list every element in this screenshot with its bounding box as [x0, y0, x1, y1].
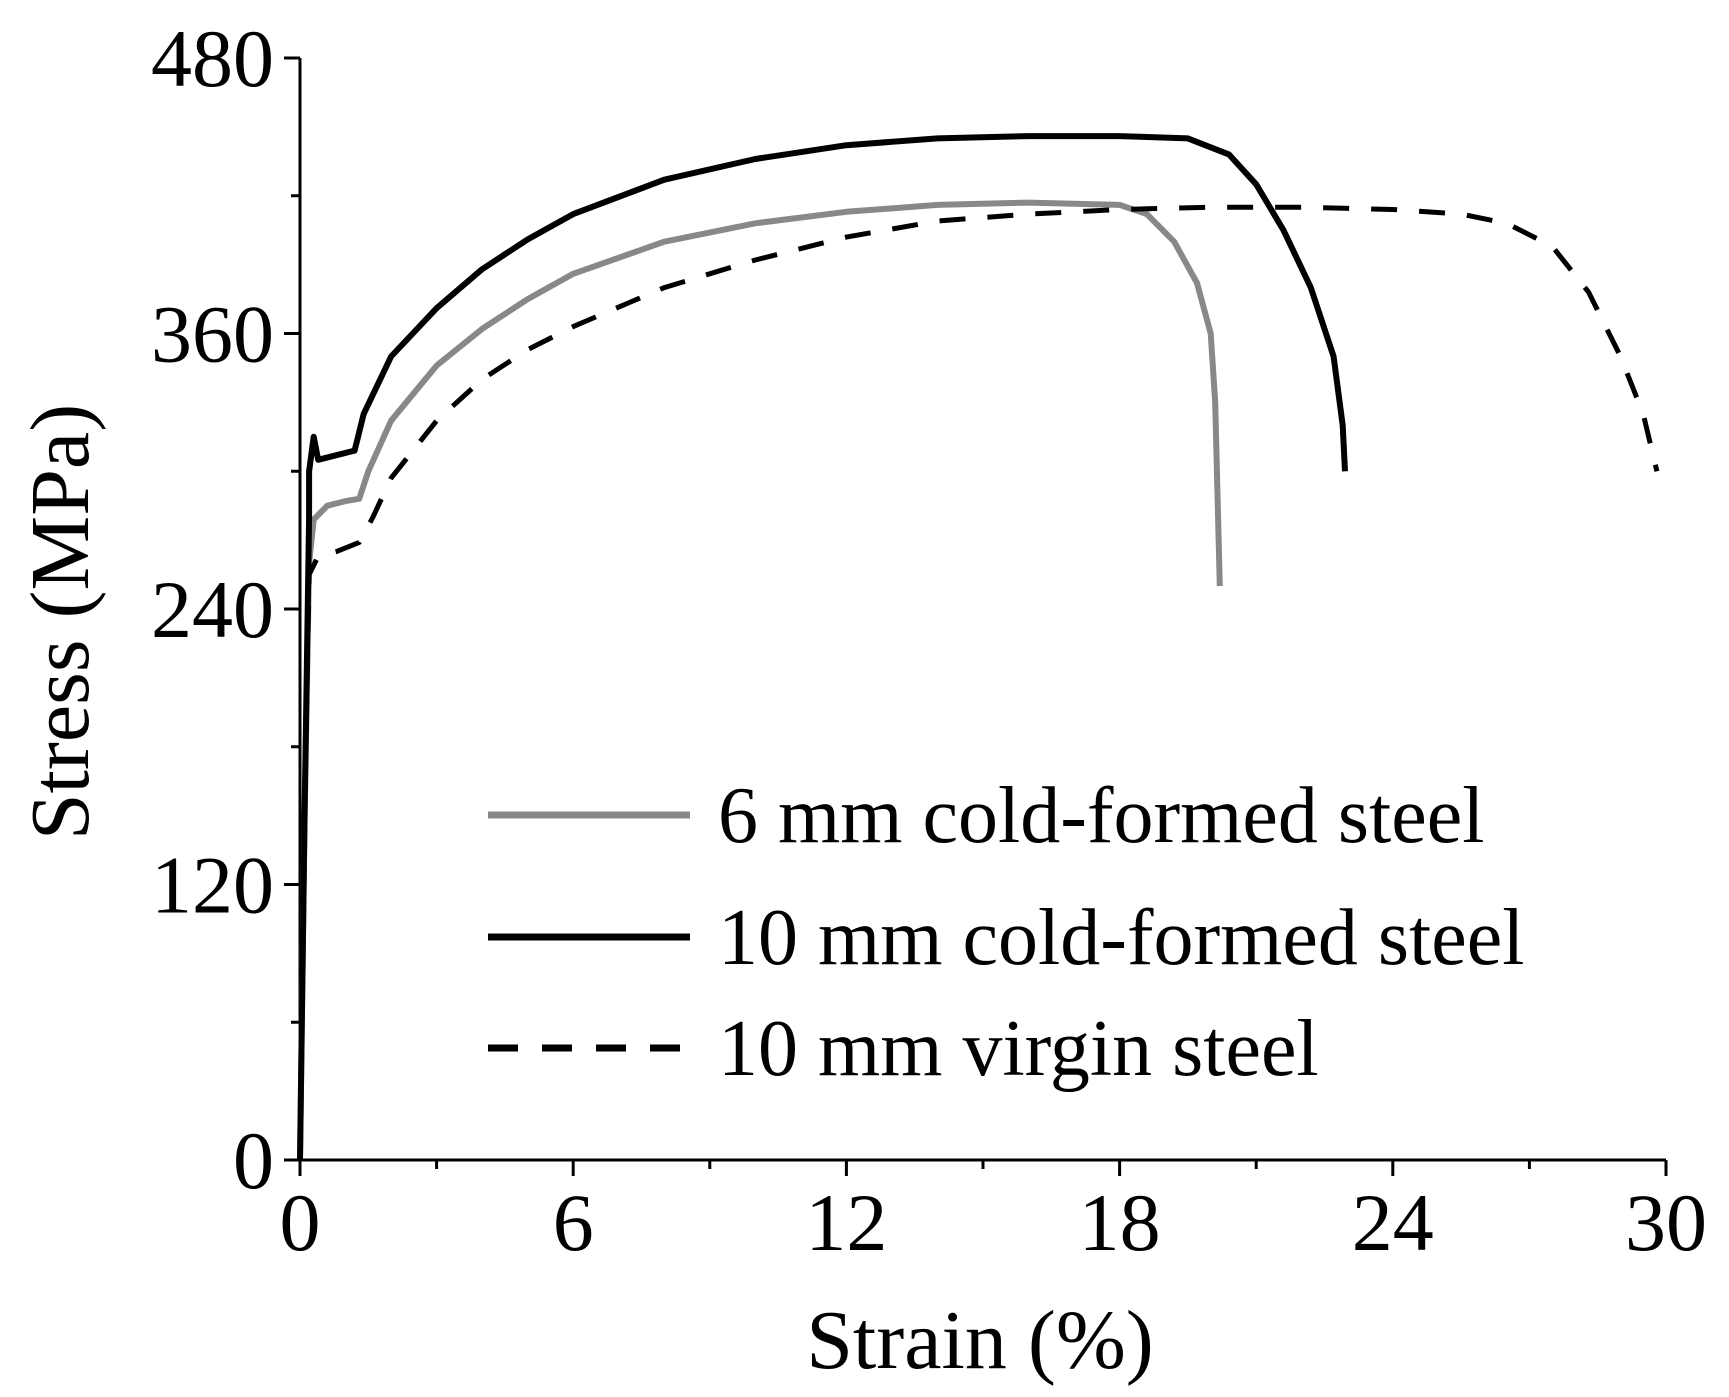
- y-axis-title: Stress (MPa): [14, 404, 107, 840]
- x-tick-label: 18: [1079, 1177, 1161, 1268]
- y-tick-label: 480: [151, 13, 274, 104]
- x-tick-label: 0: [280, 1177, 321, 1268]
- y-tick-label: 240: [151, 564, 274, 655]
- series-line-3: [297, 204, 1660, 1161]
- y-tick-label: 120: [151, 840, 274, 931]
- x-tick-label: 24: [1352, 1177, 1434, 1268]
- x-axis-title: Strain (%): [806, 1294, 1154, 1387]
- y-tick-label: 0: [233, 1115, 274, 1206]
- legend-label-2: 10 mm cold-formed steel: [718, 894, 1524, 982]
- legend-label-1: 6 mm cold-formed steel: [718, 772, 1484, 860]
- series-line-2: [297, 133, 1348, 1161]
- series-line-1: [297, 199, 1223, 1161]
- legend-label-3: 10 mm virgin steel: [718, 1005, 1319, 1093]
- plot-area: [297, 133, 1660, 1161]
- y-tick-label: 360: [151, 289, 274, 380]
- x-tick-label: 30: [1625, 1177, 1707, 1268]
- x-tick-label: 12: [805, 1177, 887, 1268]
- legend: 6 mm cold-formed steel 10 mm cold-formed …: [488, 772, 1524, 1093]
- x-tick-label: 6: [553, 1177, 594, 1268]
- axes: 0 6 12 18 24 30 0 120 240 360 480: [151, 13, 1707, 1268]
